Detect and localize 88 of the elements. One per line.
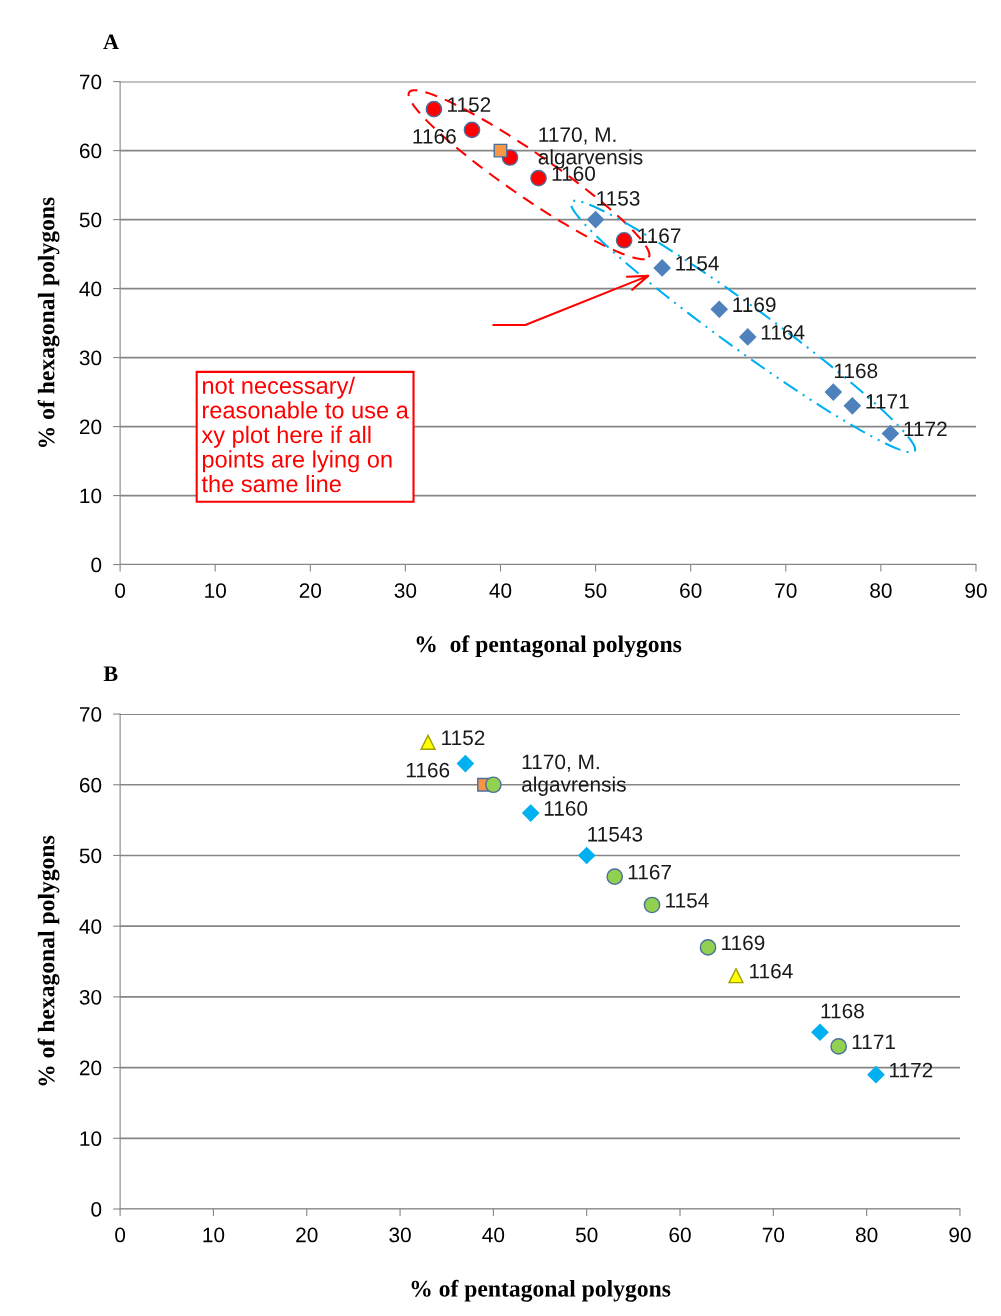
x-tick-label: 20 [296, 1227, 318, 1243]
x-tick-label: 0 [115, 583, 126, 598]
y-tick-label: 60 [79, 143, 102, 159]
x-tick-label: 90 [965, 583, 987, 598]
annotation: 1153 [597, 190, 640, 206]
point [699, 939, 717, 956]
point [493, 143, 508, 158]
y-tick-label: 60 [79, 777, 102, 793]
x-tick-label: 10 [205, 583, 226, 598]
x-tick-label: 0 [115, 1227, 126, 1243]
annotation: 1171 [852, 1034, 895, 1049]
x-tick-label: 20 [299, 583, 322, 598]
x-tick-label: 80 [855, 1227, 878, 1243]
y-tick-label: 10 [80, 488, 102, 504]
point [710, 300, 728, 318]
annotation: 1166 [406, 762, 450, 778]
chart-title: A [103, 34, 119, 50]
annotation: 1154 [676, 256, 719, 271]
y-tick-label: 30 [79, 350, 102, 366]
y-tick-label: 0 [91, 557, 102, 573]
annotation: 1169 [733, 297, 776, 313]
x-tick-label: 30 [389, 1227, 411, 1243]
point [587, 211, 605, 229]
annotation: 11543 [588, 826, 643, 842]
point [456, 755, 474, 773]
x-tick-label: 10 [203, 1227, 225, 1243]
y-tick-label: 40 [79, 919, 102, 934]
y-tick-label: 20 [79, 419, 102, 435]
point [643, 896, 661, 914]
y-tick-label: 20 [79, 1060, 102, 1076]
x-tick-label: 40 [482, 1227, 505, 1243]
annotation: 1164 [750, 963, 793, 979]
annotation: 1164 [761, 324, 805, 340]
y-tick-label: 70 [79, 707, 102, 722]
y-tick-label: 50 [79, 848, 102, 864]
x-tick-label: 80 [870, 583, 892, 598]
point [522, 804, 540, 822]
point [578, 846, 596, 865]
point [824, 383, 842, 401]
x-tick-label: 70 [762, 1227, 785, 1243]
y-axis-title: % of hexagonal polygons [37, 835, 60, 1086]
x-axis-title: % of pentagonal polygons [416, 635, 682, 658]
point [811, 1023, 829, 1041]
y-tick-label: 30 [79, 989, 102, 1005]
y-axis-title: % of hexagonal polygons [37, 197, 60, 447]
annotation: 1167 [628, 864, 671, 880]
x-tick-label: 70 [775, 583, 797, 598]
annotation: 1169 [722, 935, 765, 951]
annotation: not necessary/ reasonable to use a xy plot here if all points are lying on the same line [201, 376, 409, 493]
point [867, 1066, 885, 1084]
point [843, 397, 861, 415]
annotation: 1152 [448, 97, 491, 113]
x-tick-label: 90 [949, 1227, 971, 1243]
annotation: 1160 [544, 801, 588, 816]
x-tick-label: 60 [680, 583, 702, 598]
point [881, 424, 899, 443]
y-tick-label: 40 [79, 281, 102, 297]
annotation: 1168 [834, 363, 878, 379]
x-tick-label: 60 [669, 1227, 691, 1243]
annotation: 1171 [866, 394, 909, 409]
y-tick-label: 10 [80, 1131, 102, 1147]
point [425, 100, 443, 118]
y-tick-label: 50 [79, 212, 102, 228]
point [606, 868, 624, 886]
point [485, 776, 502, 794]
annotation: 1154 [666, 893, 709, 908]
annotation: 1172 [890, 1062, 933, 1078]
point [530, 169, 547, 187]
x-tick-label: 50 [575, 1227, 598, 1243]
point [420, 734, 436, 750]
point [830, 1038, 847, 1055]
chart-title: B [103, 666, 118, 682]
annotation: 1167 [638, 228, 681, 244]
annotation: 1168 [821, 1003, 864, 1019]
point [728, 968, 744, 984]
annotation: 1152 [442, 730, 485, 746]
point [653, 259, 671, 277]
y-tick-label: 70 [79, 74, 102, 90]
point [463, 121, 481, 139]
x-tick-label: 50 [584, 583, 607, 598]
x-tick-label: 30 [394, 583, 417, 598]
point [739, 328, 757, 346]
annotation: 1172 [904, 421, 947, 437]
point [615, 231, 633, 249]
x-axis-title: % of pentagonal polygons [411, 1279, 671, 1302]
x-tick-label: 40 [489, 583, 512, 598]
annotation: 1170, M. algavrensis [522, 754, 626, 796]
y-tick-label: 0 [91, 1202, 102, 1217]
